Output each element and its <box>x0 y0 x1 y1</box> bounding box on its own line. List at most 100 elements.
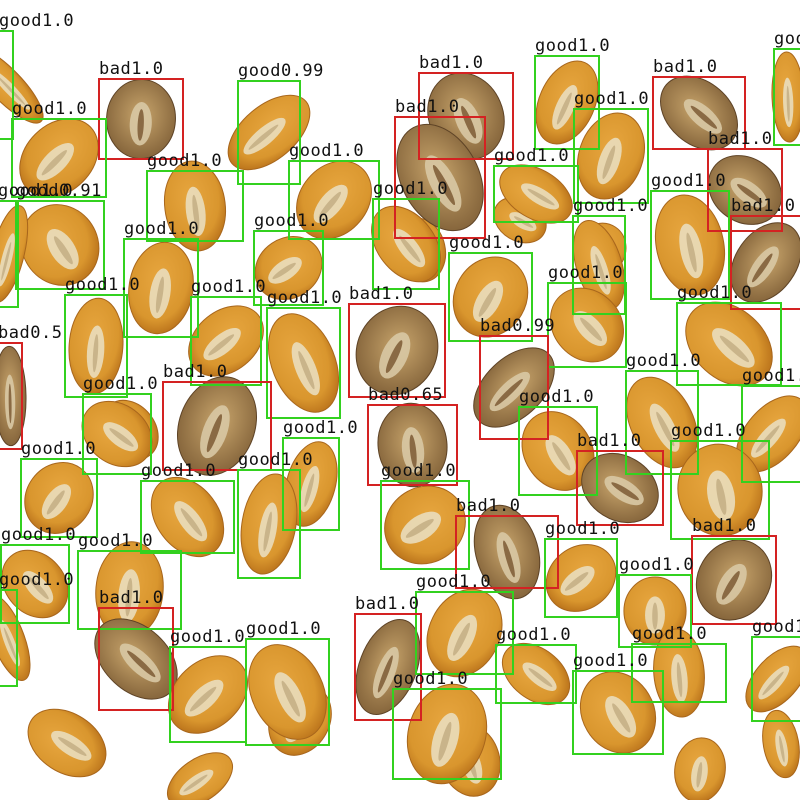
detection-label: good1.0 <box>393 671 468 688</box>
detection-class: good <box>545 519 588 539</box>
detection-score: 1.0 <box>63 439 97 459</box>
detection-label: good1.0 <box>21 441 96 458</box>
good-detection-box: good1.0 <box>266 290 342 419</box>
detection-label: good1.0 <box>573 653 648 670</box>
detection-score: 1.0 <box>41 11 75 31</box>
detection-label: good1.0 <box>519 389 594 406</box>
detection-class: good <box>283 418 326 438</box>
detection-class: bad <box>419 53 452 73</box>
detection-class: good <box>651 171 694 191</box>
corn-kernel <box>730 222 800 303</box>
good-detection-box: good1.0 <box>64 277 140 398</box>
detection-class: bad <box>99 588 132 608</box>
detection-score: 1.0 <box>693 171 727 191</box>
detection-score: 1.0 <box>795 617 800 637</box>
detection-score: 1.0 <box>288 619 322 639</box>
detection-class: good <box>246 619 289 639</box>
detection-class: good <box>147 151 190 171</box>
detection-class: good <box>124 219 167 239</box>
detection-score: 1.0 <box>661 555 695 575</box>
corn-kernel <box>762 709 800 779</box>
corn-kernel <box>623 576 687 646</box>
corn-kernel <box>521 411 595 491</box>
corn-kernel <box>163 160 227 252</box>
detection-label: bad1.0 <box>419 55 483 72</box>
detection-class: bad <box>708 129 741 149</box>
corn-kernel <box>81 400 153 468</box>
detection-class: bad <box>368 385 401 405</box>
good-detection-box: good1.0 <box>573 91 649 204</box>
detection-label: good0.99 <box>238 63 324 80</box>
detection-score: 1.0 <box>233 277 267 297</box>
detection-score: 0.99 <box>280 61 324 81</box>
detection-score: 1.0 <box>189 151 223 171</box>
bad-detection-box: bad1.0 <box>98 61 184 160</box>
detection-label: good1.0 <box>626 353 701 370</box>
detection-label: good1.0 <box>373 181 448 198</box>
corn-kernel <box>167 655 249 734</box>
corn-kernel <box>579 671 657 754</box>
detection-label: good1.0 <box>619 557 694 574</box>
detection-label: good1.0 <box>449 235 524 252</box>
detection-class: good <box>78 531 121 551</box>
good-detection-box: good1.0 <box>631 626 727 703</box>
good-detection-box: good1.0 <box>372 181 448 290</box>
detection-score: 1.0 <box>784 366 800 386</box>
bad-detection-box: bad1.0 <box>730 198 800 310</box>
detection-class: good <box>393 669 436 689</box>
detection-score: 1.0 <box>325 418 359 438</box>
detection-class: good <box>548 263 591 283</box>
good-detection-box: good1.0 <box>572 653 664 755</box>
corn-kernel <box>176 376 258 476</box>
corn-kernel <box>577 112 645 200</box>
detection-label: good1.0 <box>0 572 74 589</box>
corn-kernel <box>95 541 164 639</box>
detection-label: good1.0 <box>283 420 358 437</box>
detection-score: 1.0 <box>40 181 74 201</box>
detection-class: bad <box>99 59 132 79</box>
detection-label: good1.0 <box>573 198 648 215</box>
detection-label: bad0.65 <box>368 387 443 404</box>
detection-class: bad <box>456 496 489 516</box>
detection-class: good <box>238 450 281 470</box>
detection-label: good1.0 <box>671 423 746 440</box>
detection-score: 1.0 <box>740 129 773 149</box>
corn-kernel <box>284 441 338 527</box>
detection-score: 1.0 <box>488 496 521 516</box>
detection-score: 1.0 <box>296 211 330 231</box>
detection-score: 1.0 <box>561 387 595 407</box>
good-detection-box: good1.0 <box>670 423 770 540</box>
good-detection-box: good 1.0 <box>77 533 182 630</box>
corn-kernel <box>27 708 107 778</box>
detection-label: good1.0 <box>191 279 266 296</box>
detection-class: good <box>494 146 537 166</box>
corn-kernel <box>771 51 800 143</box>
bad-detection-box: bad 1.0 <box>652 59 746 150</box>
detection-score: 1.0 <box>685 57 718 77</box>
good-detection-box: good1.0 <box>82 376 158 475</box>
detection-score: 1.0 <box>131 59 164 79</box>
detection-label: bad1.0 <box>708 131 772 148</box>
bad-detection-box: bad1.0 <box>354 596 422 721</box>
detection-class: good <box>752 617 795 637</box>
detection-class: good <box>519 387 562 407</box>
detection-score: 1.0 <box>131 588 164 608</box>
detection-class: good <box>289 141 332 161</box>
corn-kernel <box>550 287 624 363</box>
good-detection-box: good1.0 <box>650 173 730 300</box>
detection-class: good <box>677 283 720 303</box>
detection-score: 0.65 <box>400 385 444 405</box>
detection-label: good1.0 <box>742 368 800 385</box>
detection-label: good1.0 <box>12 101 87 118</box>
good-detection-box: good1.0 <box>0 13 74 140</box>
detection-class: good <box>535 36 578 56</box>
detection-class: bad <box>355 594 388 614</box>
detection-score: 1.0 <box>212 627 246 647</box>
detection-score: 1.0 <box>609 431 642 451</box>
detection-score: 1.0 <box>674 624 708 644</box>
detection-label: bad1.0 <box>456 498 520 515</box>
corn-kernel <box>248 644 327 740</box>
bad-detection-box: bad1.0 <box>394 99 486 239</box>
detection-label: bad1.0 <box>355 596 419 613</box>
detection-score: 1.0 <box>195 362 228 382</box>
